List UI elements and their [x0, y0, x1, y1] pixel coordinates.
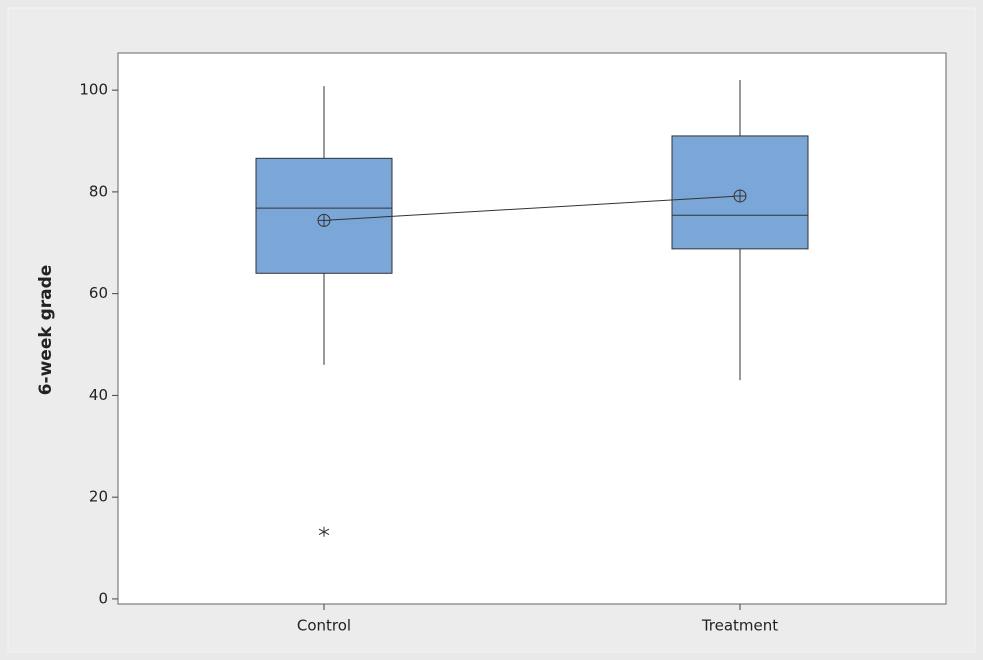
mean-line [323, 195, 741, 221]
y-tick-label: 80 [89, 182, 108, 200]
y-tick-label: 0 [98, 589, 108, 607]
y-tick-label: 60 [89, 284, 108, 302]
y-tick-label: 40 [89, 386, 108, 404]
mean-symbol [733, 189, 747, 203]
y-tick-label: 20 [89, 488, 108, 506]
outlier [318, 526, 330, 537]
y-tick-label: 100 [79, 81, 108, 99]
x-tick-label: Control [297, 617, 351, 635]
plot-area [117, 52, 947, 605]
y-axis-label: 6-week grade [36, 265, 56, 396]
mean-symbol [317, 213, 331, 227]
x-tick-label: Treatment [701, 617, 778, 635]
